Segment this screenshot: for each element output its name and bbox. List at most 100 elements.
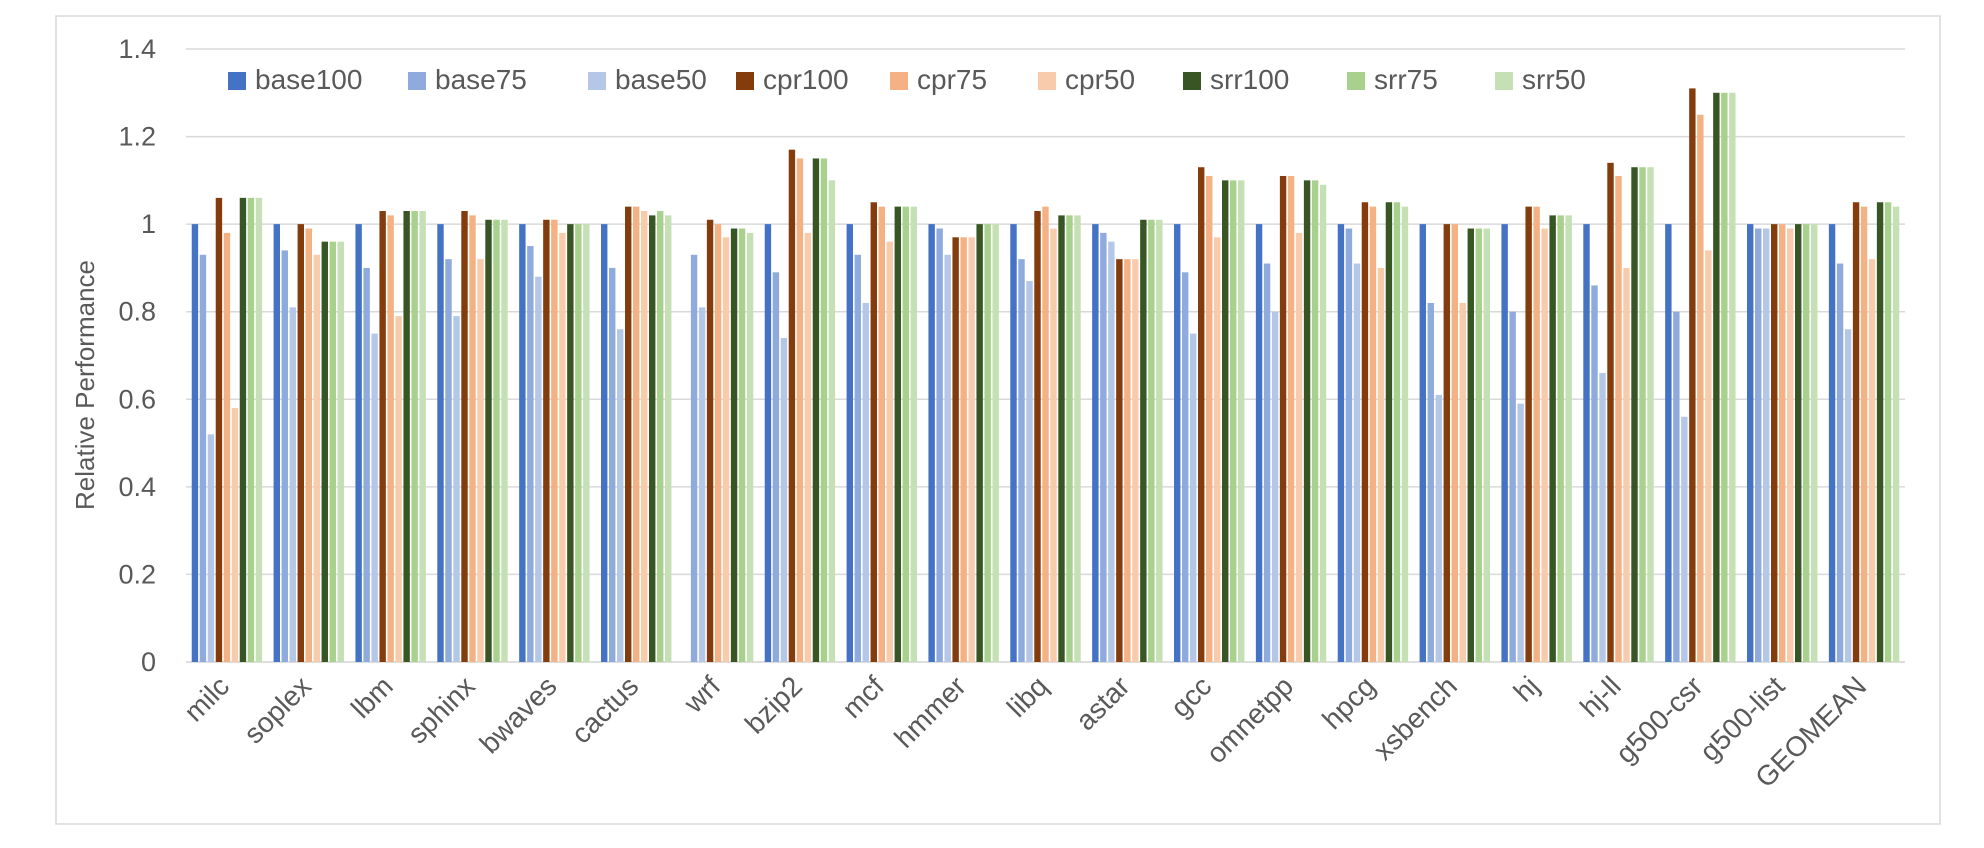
bar-base75-hj-ll — [1591, 285, 1598, 662]
bar-cpr75-hj-ll — [1615, 175, 1622, 662]
bar-cpr100-hj — [1525, 206, 1532, 662]
bar-srr50-g500-list — [1811, 224, 1818, 662]
bar-cpr75-xsbench — [1451, 224, 1458, 662]
bar-cpr100-GEOMEAN — [1852, 202, 1860, 662]
legend-item-srr100: srr100 — [1183, 64, 1289, 95]
bar-cpr100-gcc — [1198, 167, 1205, 662]
bar-base100-milc — [191, 224, 199, 662]
bar-srr50-gcc — [1238, 180, 1245, 662]
bar-cpr100-mcf — [870, 202, 877, 662]
bar-base50-omnetpp — [1271, 311, 1279, 662]
legend-item-cpr100: cpr100 — [736, 64, 849, 95]
bar-cpr50-g500-csr — [1705, 250, 1712, 662]
bar-cpr75-hmmer — [960, 237, 967, 662]
bar-cpr50-gcc — [1214, 237, 1221, 662]
bar-cpr50-bzip2 — [804, 232, 812, 662]
legend-swatch — [1183, 72, 1201, 90]
bar-base50-bwaves — [535, 276, 542, 662]
bar-base100-hj-ll — [1583, 224, 1590, 662]
bar-base50-g500-list — [1763, 228, 1770, 662]
bar-srr50-sphinx — [501, 219, 508, 662]
bar-cpr100-soplex — [297, 224, 304, 662]
bar-srr50-hmmer — [992, 224, 999, 662]
bar-cpr50-libq — [1050, 228, 1057, 662]
bar-srr50-libq — [1074, 215, 1081, 662]
bar-srr50-hj-ll — [1647, 167, 1654, 662]
bar-srr100-bwaves — [567, 224, 574, 662]
bar-base50-gcc — [1190, 333, 1197, 662]
bar-srr100-mcf — [894, 206, 901, 662]
bar-srr100-hmmer — [976, 224, 983, 662]
bar-srr100-xsbench — [1467, 228, 1474, 662]
bar-base50-mcf — [862, 302, 869, 662]
bar-srr75-hj-ll — [1639, 167, 1646, 662]
legend-label: base75 — [435, 64, 527, 95]
bar-cpr75-lbm — [387, 215, 394, 662]
bar-base75-lbm — [363, 267, 370, 662]
bar-srr50-mcf — [910, 206, 917, 662]
bar-cpr100-g500-list — [1771, 224, 1778, 662]
bar-srr100-hpcg — [1385, 202, 1393, 662]
bar-base50-lbm — [371, 333, 378, 662]
bar-base50-bzip2 — [780, 337, 788, 662]
bar-srr100-g500-list — [1795, 224, 1802, 662]
bar-group-bwaves — [519, 219, 590, 663]
bar-base100-lbm — [355, 224, 362, 662]
bar-group-g500-list — [1747, 224, 1818, 662]
y-tick-label: 0.8 — [118, 297, 156, 327]
bar-cpr75-cactus — [633, 206, 640, 662]
bar-srr75-lbm — [411, 211, 418, 662]
bar-cpr50-xsbench — [1459, 302, 1466, 662]
bar-base75-milc — [199, 254, 207, 663]
bar-srr75-g500-csr — [1721, 92, 1728, 663]
bar-srr75-xsbench — [1475, 228, 1482, 662]
bar-base100-libq — [1010, 224, 1017, 662]
bar-cpr75-bzip2 — [796, 158, 804, 662]
bar-cpr100-wrf — [706, 219, 714, 662]
bar-group-gcc — [1174, 167, 1245, 662]
bar-srr100-bzip2 — [812, 158, 820, 662]
bar-base50-GEOMEAN — [1844, 329, 1852, 662]
bar-cpr100-cactus — [625, 206, 632, 662]
bar-base100-hmmer — [928, 224, 935, 662]
bar-cpr100-sphinx — [461, 211, 468, 662]
legend-swatch — [408, 72, 426, 90]
bar-srr75-hpcg — [1393, 202, 1401, 662]
bar-srr50-milc — [255, 197, 263, 662]
bar-group-mcf — [846, 202, 917, 663]
bar-srr100-astar — [1140, 219, 1147, 662]
bar-base75-bwaves — [527, 246, 534, 663]
bar-group-bzip2 — [764, 149, 836, 662]
bar-cpr75-hj — [1533, 206, 1540, 662]
bar-base50-soplex — [289, 307, 296, 662]
bar-base50-cactus — [617, 329, 624, 662]
bar-cpr100-bwaves — [543, 219, 550, 662]
bar-cpr50-mcf — [886, 241, 893, 662]
bar-srr50-hj — [1565, 215, 1572, 662]
bar-cpr75-g500-list — [1779, 224, 1786, 662]
y-axis-tick-labels: 0 0.2 0.4 0.6 0.8 1 1.2 1.4 — [118, 34, 156, 677]
legend-label: cpr75 — [917, 64, 987, 95]
bar-base75-sphinx — [445, 259, 452, 662]
bar-cpr50-hpcg — [1377, 267, 1385, 662]
bar-cpr50-lbm — [395, 316, 402, 662]
bar-cpr50-cactus — [641, 211, 648, 662]
bar-cpr75-sphinx — [469, 215, 476, 662]
bar-cpr50-g500-list — [1787, 228, 1794, 662]
bar-srr75-gcc — [1230, 180, 1237, 662]
bar-cpr75-omnetpp — [1287, 175, 1295, 662]
bar-cpr75-hpcg — [1369, 206, 1377, 662]
bar-base50-hj-ll — [1599, 373, 1606, 662]
legend-swatch — [890, 72, 908, 90]
bar-base75-bzip2 — [772, 272, 780, 662]
bar-base100-sphinx — [437, 224, 444, 662]
legend-swatch — [1038, 72, 1056, 90]
bar-srr50-soplex — [337, 241, 344, 662]
bar-srr75-bwaves — [575, 224, 582, 662]
bar-cpr50-omnetpp — [1295, 232, 1303, 662]
bars — [191, 88, 1900, 663]
bar-group-milc — [191, 197, 263, 663]
legend-item-srr50: srr50 — [1495, 64, 1586, 95]
bar-cpr75-soplex — [305, 228, 312, 662]
